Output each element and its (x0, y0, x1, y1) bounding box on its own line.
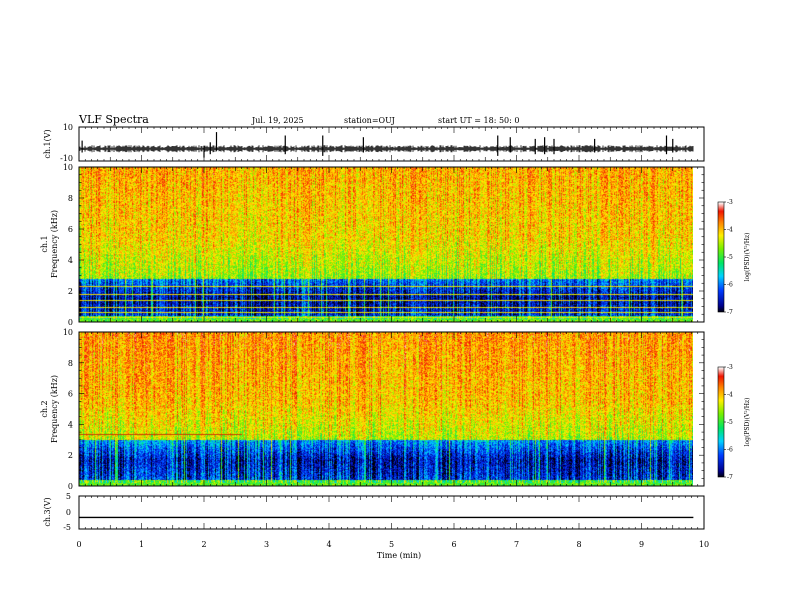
time-axis-tick-label-3: 3 (264, 540, 269, 549)
time-axis-label: Time (min) (377, 551, 421, 560)
ch1-colorbar-tick-label-2: -5 (727, 254, 733, 261)
time-axis-tick-label-8: 8 (576, 540, 581, 549)
ch2-spectrogram-ytick-label-5: 10 (63, 328, 73, 337)
ch1-waveform-panel: 10 -10 ch.1(V) (43, 123, 705, 163)
ch2-colorbar-tick-label-2: -5 (727, 419, 733, 426)
ch1-colorbar-gradient (718, 202, 724, 312)
ch2-spectrogram-image (79, 332, 693, 486)
ch2-spectrogram-ylabel-frequency: Frequency (kHz) (50, 375, 59, 443)
time-axis-tick-label-2: 2 (201, 540, 206, 549)
ch1-ylabel: ch.1(V) (43, 129, 52, 158)
ch2-colorbar-tick-label-3: -6 (727, 447, 733, 454)
ch1-colorbar-tick-label-3: -6 (727, 282, 733, 289)
time-axis-tick-label-10: 10 (699, 540, 709, 549)
ch2-spectrogram-panel: 0 2 4 6 8 10 ch.2 Frequency (kHz) -3 -4 -5 -6 -7 l… (40, 328, 751, 491)
time-axis-tick-label-9: 9 (639, 540, 644, 549)
ch2-colorbar-gradient (718, 367, 724, 477)
ch1-spectrogram-ytick-label-5: 10 (63, 163, 73, 172)
ch2-spectrogram-ylabel-channel: ch.2 (40, 400, 49, 417)
ch1-colorbar-label: log(PSD)(V²/Hz) (744, 233, 751, 282)
ch2-spectrogram-ytick-label-3: 6 (68, 390, 73, 399)
ch2-colorbar-label: log(PSD)(V²/Hz) (744, 398, 751, 447)
time-axis-tick-labels: 0 1 2 3 4 5 6 7 8 9 10 (76, 540, 709, 549)
ch1-spectrogram-ytick-label-3: 6 (68, 225, 73, 234)
ch3-ylabel: ch.3(V) (43, 497, 52, 526)
ch1-spectrogram-ylabel-channel: ch.1 (40, 235, 49, 252)
figure-title: VLF Spectra (78, 113, 149, 126)
start-time-label: start UT = 18: 50: 0 (438, 116, 519, 125)
ch3-ytick-bottom: -5 (63, 523, 71, 532)
ch1-spectrogram-ytick-label-4: 8 (68, 194, 73, 203)
ch1-ytick-bottom: -10 (60, 154, 73, 163)
ch1-spectrogram-ytick-label-1: 2 (68, 287, 73, 296)
ch1-spectrogram-ylabel-frequency: Frequency (kHz) (50, 210, 59, 278)
ch2-colorbar-tick-label-4: -7 (727, 474, 733, 481)
time-axis-tick-label-0: 0 (76, 540, 81, 549)
ch1-ytick-top: 10 (63, 123, 73, 132)
time-axis-tick-label-1: 1 (139, 540, 144, 549)
ch3-ytick-middle: 0 (66, 508, 71, 517)
ch1-spectrogram-ytick-label-2: 4 (68, 256, 73, 265)
ch2-colorbar-tick-label-1: -4 (727, 392, 733, 399)
ch1-spectrogram-ytick-label-0: 0 (68, 318, 73, 327)
ch2-colorbar: -3 -4 -5 -6 -7 log(PSD)(V²/Hz) (717, 364, 751, 481)
ch2-spectrogram-ytick-label-4: 8 (68, 359, 73, 368)
ch2-spectrogram-ytick-label-1: 2 (68, 451, 73, 460)
ch1-spectrogram-panel: 0 2 4 6 8 10 ch.1 Frequency (kHz) -3 -4 -5 -6 -7 l… (40, 163, 751, 327)
ch1-waveform-trace (79, 145, 694, 153)
time-axis-tick-label-5: 5 (389, 540, 394, 549)
ch2-colorbar-tick-label-0: -3 (727, 364, 733, 371)
ch1-colorbar-tick-label-4: -7 (727, 309, 733, 316)
ch1-colorbar-tick-label-0: -3 (727, 199, 733, 206)
time-axis-tick-label-4: 4 (326, 540, 331, 549)
ch1-spectrogram-image (79, 167, 693, 322)
ch1-colorbar: -3 -4 -5 -6 -7 log(PSD)(V²/Hz) (717, 199, 751, 316)
ch3-ytick-top: 5 (66, 492, 71, 501)
ch2-spectrogram-ytick-label-0: 0 (68, 482, 73, 491)
time-axis-tick-label-6: 6 (451, 540, 456, 549)
ch1-colorbar-tick-label-1: -4 (727, 227, 733, 234)
ch3-waveform-panel: 5 0 -5 ch.3(V) (43, 492, 705, 532)
station-label: station=OUJ (344, 116, 395, 125)
date-label: Jul. 19, 2025 (251, 116, 304, 125)
time-axis-tick-label-7: 7 (514, 540, 519, 549)
ch2-spectrogram-ytick-label-2: 4 (68, 420, 73, 429)
